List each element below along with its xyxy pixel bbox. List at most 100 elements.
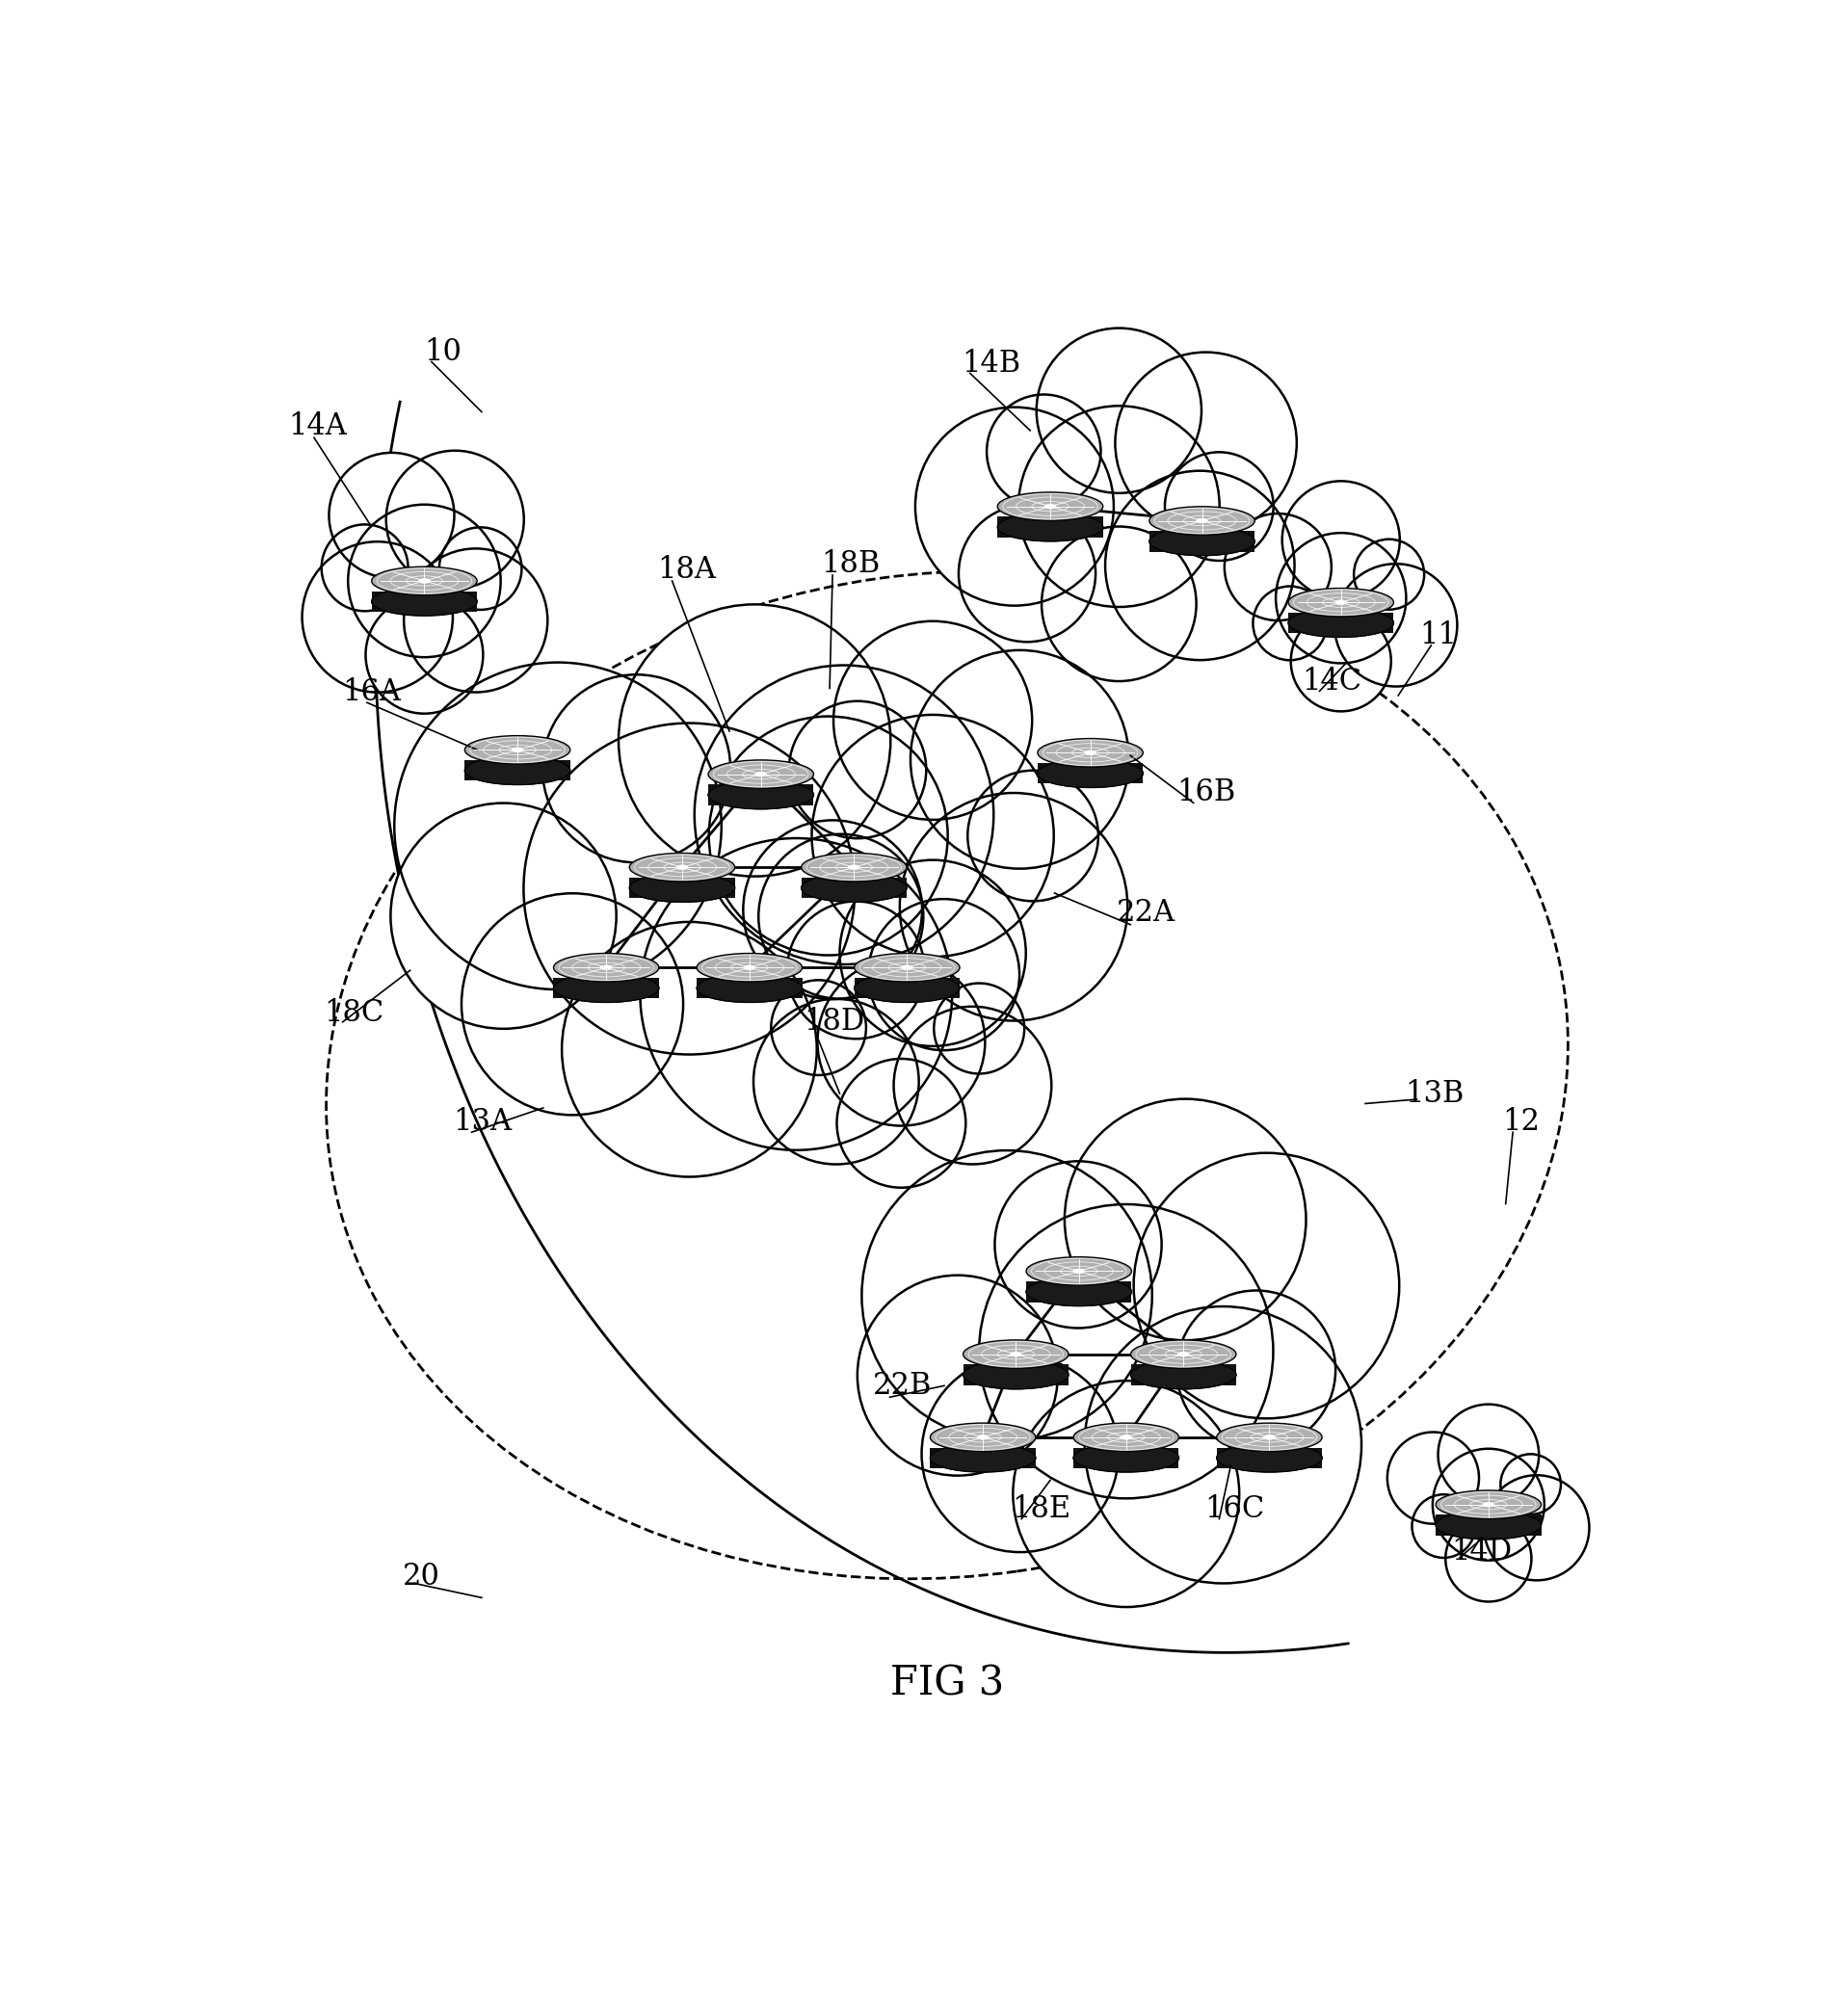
Ellipse shape	[998, 512, 1103, 540]
Ellipse shape	[554, 974, 660, 1003]
FancyBboxPatch shape	[963, 1365, 1068, 1385]
Text: 16A: 16A	[342, 678, 401, 708]
Circle shape	[394, 662, 721, 990]
Text: 18E: 18E	[1011, 1495, 1070, 1525]
Circle shape	[771, 980, 867, 1075]
Circle shape	[839, 860, 1026, 1047]
Ellipse shape	[1037, 758, 1144, 788]
Circle shape	[1484, 1475, 1589, 1581]
FancyBboxPatch shape	[464, 760, 571, 780]
Ellipse shape	[1216, 1443, 1321, 1473]
Ellipse shape	[697, 974, 802, 1003]
Ellipse shape	[630, 874, 736, 902]
Circle shape	[833, 620, 1031, 820]
Circle shape	[329, 452, 455, 578]
Ellipse shape	[1011, 1353, 1022, 1357]
Circle shape	[301, 542, 453, 692]
Circle shape	[861, 1151, 1151, 1441]
Circle shape	[1037, 328, 1201, 492]
Text: 22B: 22B	[872, 1371, 931, 1401]
Ellipse shape	[930, 1423, 1035, 1451]
Text: 10: 10	[425, 336, 462, 366]
Circle shape	[347, 504, 501, 656]
Ellipse shape	[854, 952, 959, 982]
Circle shape	[1164, 452, 1273, 560]
Ellipse shape	[854, 974, 959, 1003]
Circle shape	[987, 394, 1101, 508]
Circle shape	[1133, 1153, 1399, 1419]
Ellipse shape	[743, 964, 756, 970]
Ellipse shape	[1149, 526, 1255, 556]
Ellipse shape	[630, 874, 736, 902]
Ellipse shape	[930, 1443, 1035, 1473]
Ellipse shape	[1074, 1423, 1179, 1451]
Circle shape	[1432, 1449, 1545, 1561]
FancyBboxPatch shape	[1037, 762, 1144, 784]
Ellipse shape	[419, 578, 431, 582]
Ellipse shape	[554, 974, 660, 1003]
Circle shape	[440, 528, 521, 610]
FancyBboxPatch shape	[1216, 1447, 1321, 1469]
Ellipse shape	[554, 952, 660, 982]
Ellipse shape	[1336, 600, 1347, 604]
Circle shape	[1253, 586, 1327, 660]
Ellipse shape	[1131, 1341, 1236, 1369]
Text: 16B: 16B	[1177, 778, 1234, 808]
Text: 16C: 16C	[1205, 1495, 1264, 1525]
FancyBboxPatch shape	[1436, 1515, 1541, 1535]
Circle shape	[405, 548, 547, 692]
Ellipse shape	[1216, 1423, 1321, 1451]
Ellipse shape	[371, 588, 477, 616]
FancyBboxPatch shape	[1131, 1365, 1236, 1385]
Text: FIG 3: FIG 3	[891, 1663, 1003, 1703]
Circle shape	[869, 898, 1020, 1051]
FancyBboxPatch shape	[708, 784, 813, 804]
Ellipse shape	[1436, 1511, 1541, 1539]
Ellipse shape	[1074, 1443, 1179, 1473]
Ellipse shape	[1074, 1443, 1179, 1473]
Ellipse shape	[512, 748, 523, 752]
Circle shape	[1290, 610, 1392, 710]
Ellipse shape	[963, 1361, 1068, 1389]
Circle shape	[959, 504, 1096, 642]
Ellipse shape	[802, 874, 907, 902]
Ellipse shape	[1149, 506, 1255, 534]
Circle shape	[994, 1161, 1162, 1329]
FancyBboxPatch shape	[1149, 530, 1255, 552]
Text: 20: 20	[403, 1561, 440, 1591]
Ellipse shape	[802, 852, 907, 882]
FancyBboxPatch shape	[802, 878, 907, 898]
Circle shape	[366, 596, 482, 714]
Ellipse shape	[1264, 1435, 1275, 1439]
Text: 13A: 13A	[453, 1107, 512, 1137]
Ellipse shape	[697, 974, 802, 1003]
Circle shape	[1445, 1515, 1532, 1601]
FancyBboxPatch shape	[697, 978, 802, 998]
Circle shape	[1064, 1099, 1307, 1341]
Circle shape	[695, 664, 994, 964]
Ellipse shape	[1288, 608, 1393, 636]
Ellipse shape	[1436, 1511, 1541, 1539]
Ellipse shape	[1288, 588, 1393, 616]
Ellipse shape	[978, 1435, 989, 1439]
Circle shape	[1412, 1495, 1475, 1559]
FancyBboxPatch shape	[930, 1447, 1035, 1469]
Circle shape	[933, 982, 1024, 1075]
Ellipse shape	[464, 756, 571, 784]
Circle shape	[1283, 480, 1399, 598]
Circle shape	[1438, 1405, 1539, 1505]
Circle shape	[619, 604, 891, 876]
Text: 13B: 13B	[1404, 1079, 1464, 1109]
Circle shape	[1225, 514, 1331, 620]
Ellipse shape	[998, 492, 1103, 520]
Circle shape	[710, 716, 948, 954]
Circle shape	[811, 714, 1053, 956]
FancyBboxPatch shape	[1026, 1281, 1131, 1303]
Circle shape	[1501, 1455, 1562, 1515]
FancyBboxPatch shape	[1288, 612, 1393, 632]
Circle shape	[1105, 470, 1294, 660]
Ellipse shape	[963, 1341, 1068, 1369]
Text: 12: 12	[1502, 1107, 1541, 1137]
Circle shape	[1013, 1381, 1240, 1607]
Ellipse shape	[708, 760, 813, 788]
